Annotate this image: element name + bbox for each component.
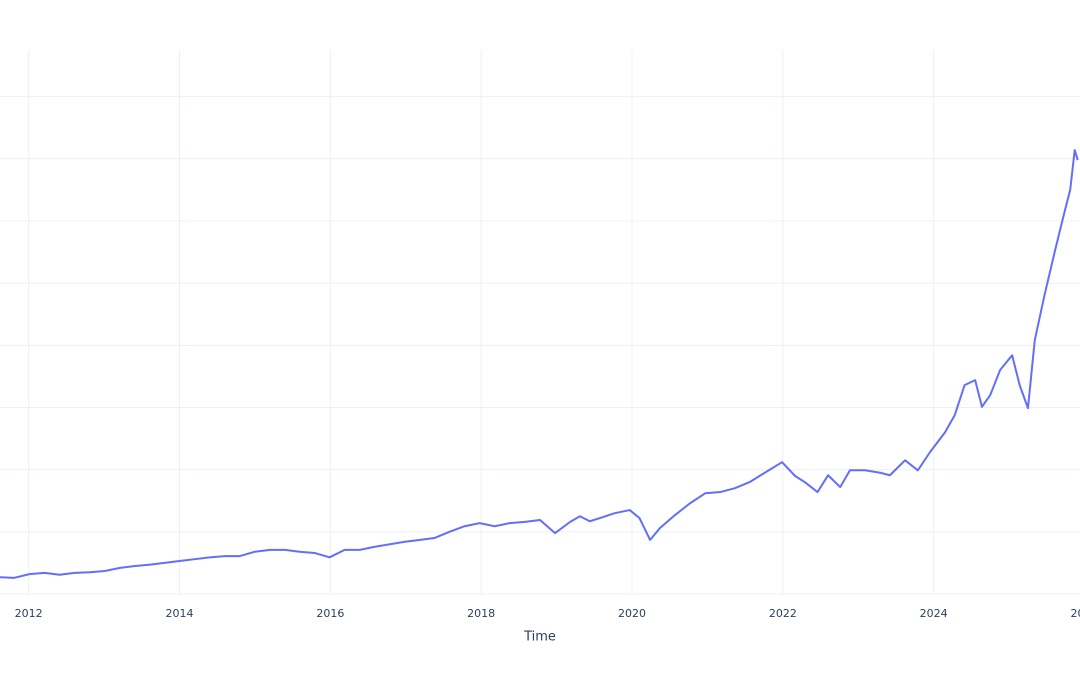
x-tick-label: 2018 [467,607,495,620]
x-tick-label: 2022 [769,607,797,620]
x-tick-label: 2020 [618,607,646,620]
x-tick-label: 2026 [1071,607,1080,620]
data-line [0,149,1079,579]
x-tick-label: 2024 [920,607,948,620]
x-tick-label: 2016 [316,607,344,620]
x-axis-title: Time [523,630,556,645]
x-tick-label: 2014 [165,607,193,620]
x-tick-label: 2012 [15,607,43,620]
